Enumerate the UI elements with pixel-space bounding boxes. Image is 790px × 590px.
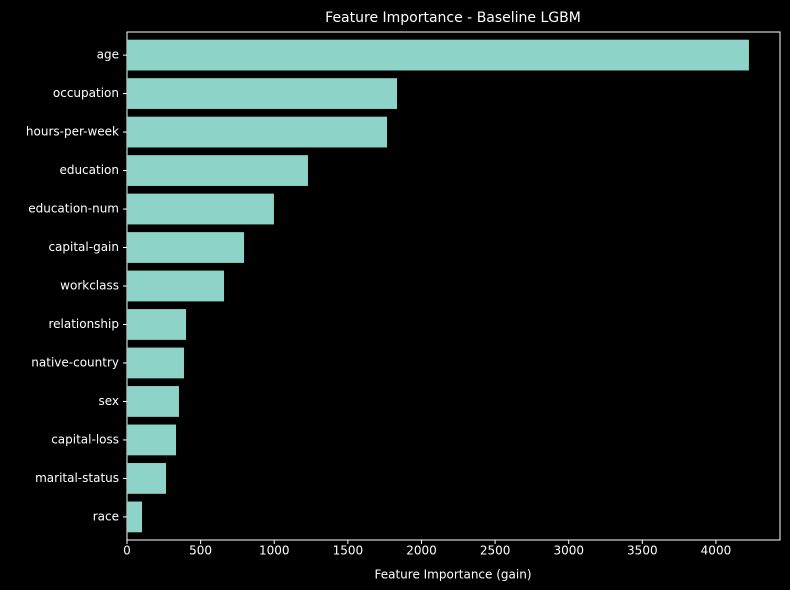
y-tick-label: occupation	[53, 86, 119, 100]
x-tick-label: 1000	[259, 544, 290, 558]
bar	[127, 193, 274, 225]
bar	[127, 347, 184, 379]
bar	[127, 309, 187, 340]
bar	[127, 116, 388, 148]
bar	[127, 270, 225, 302]
x-tick-label: 3500	[627, 544, 658, 558]
y-tick-label: native-country	[31, 355, 119, 369]
bar	[127, 424, 177, 456]
y-tick-label: age	[97, 48, 119, 62]
bar	[127, 463, 167, 494]
chart-title: Feature Importance - Baseline LGBM	[325, 10, 581, 26]
bar	[127, 386, 179, 417]
x-tick-label: 2000	[406, 544, 437, 558]
y-tick-label: workclass	[60, 279, 119, 293]
x-axis-label: Feature Importance (gain)	[374, 568, 531, 582]
bar	[127, 501, 143, 533]
x-tick-label: 4000	[701, 544, 732, 558]
y-tick-label: education-num	[28, 202, 119, 216]
x-tick-label: 500	[189, 544, 212, 558]
y-tick-label: capital-loss	[51, 432, 119, 446]
bar	[127, 78, 398, 109]
bar	[127, 155, 308, 186]
y-tick-label: relationship	[48, 317, 119, 331]
y-tick-label: marital-status	[35, 471, 119, 485]
x-tick-label: 1500	[333, 544, 364, 558]
x-tick-label: 3000	[553, 544, 584, 558]
y-tick-label: race	[93, 509, 119, 523]
y-tick-label: hours-per-week	[26, 125, 119, 139]
y-tick-label: education	[59, 163, 119, 177]
bar	[127, 232, 245, 263]
x-tick-label: 0	[123, 544, 131, 558]
x-tick-label: 2500	[480, 544, 511, 558]
bar	[127, 39, 749, 71]
y-tick-label: capital-gain	[48, 240, 119, 254]
y-tick-label: sex	[98, 394, 119, 408]
